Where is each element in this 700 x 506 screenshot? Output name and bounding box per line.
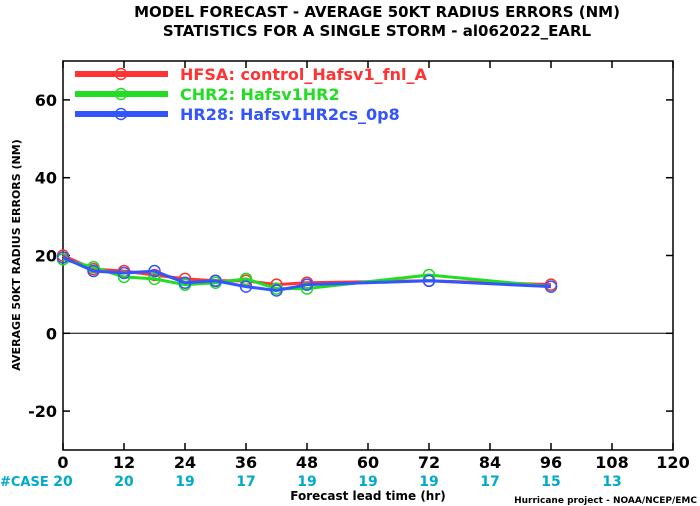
data-point: [544, 280, 558, 293]
data-point: [209, 274, 222, 288]
case-count: 19: [358, 474, 377, 490]
x-tick-label: 84: [479, 453, 501, 472]
credit-text: Hurricane project - NOAA/NCEP/EMC: [514, 496, 697, 506]
data-point: [148, 268, 161, 282]
case-count: 13: [602, 474, 621, 490]
case-count: 19: [175, 474, 194, 490]
case-count: 20: [53, 474, 73, 490]
data-point: [239, 272, 253, 286]
data-point: [148, 272, 161, 286]
chart-title-line1: MODEL FORECAST - AVERAGE 50KT RADIUS ERR…: [134, 3, 620, 21]
case-count: 19: [297, 474, 316, 490]
case-count: 17: [236, 474, 255, 490]
y-tick-label: 0: [46, 324, 57, 343]
case-count: 19: [419, 474, 438, 490]
data-point: [148, 264, 161, 278]
case-label: #CASE: [0, 475, 49, 490]
y-axis-label: AVERAGE 50KT RADIUS ERRORS (NM): [10, 139, 23, 370]
data-point: [300, 282, 314, 295]
series-layer: [56, 249, 558, 297]
data-point: [239, 280, 253, 293]
y-tick-label: 20: [35, 247, 57, 266]
x-tick-label: 24: [174, 453, 196, 472]
case-count: 17: [480, 474, 499, 490]
data-point: [178, 276, 192, 289]
x-tick-label: 0: [57, 453, 68, 472]
data-point: [117, 266, 131, 280]
x-axis-ticks: 0 12 24 36 48 60 72 84 96 108 120: [57, 61, 690, 472]
case-count: 20: [114, 474, 134, 490]
data-point: [270, 284, 283, 297]
legend-marker: [114, 87, 128, 101]
legend-label: HFSA: control_Hafsv1_fnl_A: [180, 65, 427, 84]
x-tick-label: 96: [540, 453, 562, 472]
x-tick-label: 72: [418, 453, 440, 472]
data-point: [117, 270, 131, 284]
x-tick-label: 60: [357, 453, 379, 472]
x-tick-label: 36: [235, 453, 257, 472]
case-counts: 20 20 19 17 19 19 19 17 15 13: [53, 474, 621, 490]
x-tick-label: 12: [113, 453, 135, 472]
series-2: [56, 253, 558, 295]
data-point: [87, 264, 100, 278]
legend-marker: [114, 107, 128, 121]
y-tick-label: 60: [35, 91, 57, 110]
legend-marker: [114, 67, 128, 81]
x-tick-label: 48: [296, 453, 318, 472]
y-tick-label: 40: [35, 169, 57, 188]
y-axis-ticks: -20 0 20 40 60: [28, 91, 673, 421]
y-tick-label: -20: [28, 402, 57, 421]
data-point: [56, 251, 70, 264]
x-axis-label: Forecast lead time (hr): [290, 489, 446, 503]
case-count: 15: [541, 474, 560, 490]
series-3: [56, 251, 558, 297]
legend-label: CHR2: Hafsv1HR2: [180, 85, 340, 104]
data-point: [300, 278, 314, 291]
legend-label: HR28: Hafsv1HR2cs_0p8: [180, 105, 400, 124]
chart-title-line2: STATISTICS FOR A SINGLE STORM - al062022…: [163, 22, 592, 40]
x-tick-label: 120: [656, 453, 689, 472]
data-point: [422, 274, 436, 288]
series-line: [62, 256, 552, 293]
x-tick-label: 108: [595, 453, 628, 472]
